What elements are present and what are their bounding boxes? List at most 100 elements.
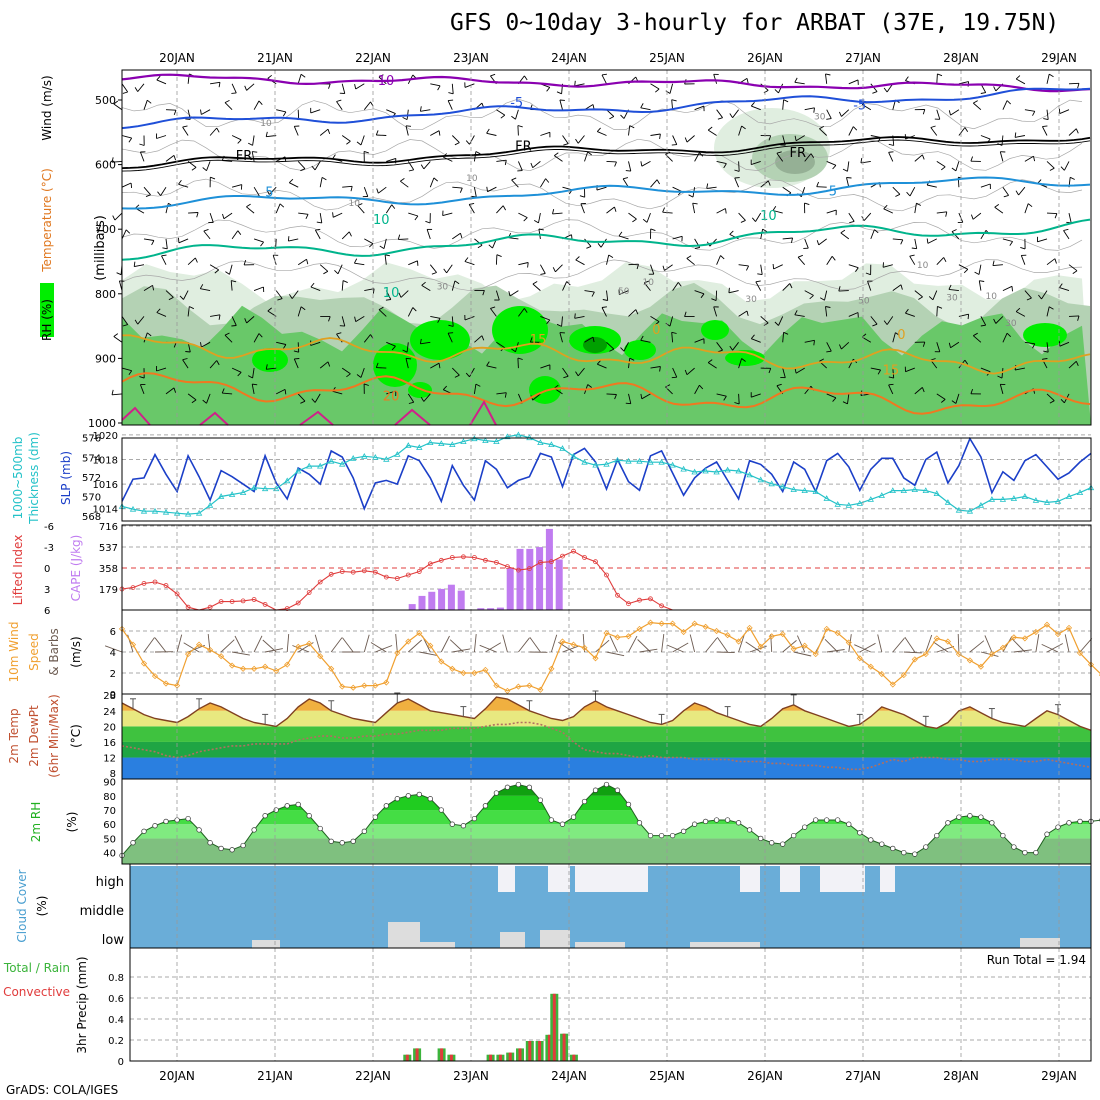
wind-barb-flag (872, 323, 878, 327)
slp-line (121, 436, 1092, 511)
low-cloud-block (388, 922, 420, 948)
temperature-contour-label: 5 (829, 185, 837, 200)
wind-barb (310, 109, 321, 114)
wind-barb-flag (948, 110, 951, 116)
wind-barb (1046, 258, 1056, 266)
wind-barb (407, 393, 415, 403)
wind-speed-point (151, 673, 159, 680)
wind-barb-flag (1054, 258, 1057, 264)
wind-barb (1046, 393, 1055, 402)
wind-barb-flag (745, 265, 750, 271)
thickness-point (250, 484, 258, 491)
lifted-index-point (141, 581, 147, 586)
wind-barb (936, 211, 947, 214)
wind-barb (464, 83, 475, 88)
temp-contour-freezing-2 (121, 139, 1091, 172)
wind-barb (628, 161, 632, 172)
lifted-index-point (416, 569, 422, 574)
wind-speed-point (933, 635, 940, 642)
pressure-tick-label: 800 (95, 288, 116, 301)
wind-speed-point (1065, 624, 1073, 631)
wind-barb-flag (545, 178, 550, 183)
precip-convective-bar (552, 993, 556, 1061)
surface-wind-barb (485, 642, 502, 653)
wind-speed-point (526, 682, 533, 689)
wind-speed-point (977, 663, 984, 670)
wind-axis-label: 10m Wind (7, 622, 21, 683)
wind-barb-flag (620, 347, 625, 352)
wind-barb (517, 125, 519, 136)
wind-speed-point (702, 623, 709, 630)
wind-barb (378, 186, 387, 194)
wind-barb-flag (1075, 128, 1079, 134)
wind-barb-flag (813, 340, 815, 346)
wind-barb (429, 264, 437, 273)
rh-point (791, 832, 797, 839)
wind-barb-flag (139, 376, 145, 379)
temperature-contour-label: FR (790, 146, 807, 161)
wind-barb (867, 280, 872, 291)
wind-barb-flag (375, 130, 379, 136)
wind-barb-flag (832, 165, 837, 170)
surface-wind-barb (716, 651, 735, 654)
lifted-tick-label: 3 (44, 585, 50, 596)
wind-barb (314, 393, 321, 403)
wind-barb (182, 126, 189, 136)
wind-barb-flag (350, 186, 353, 192)
wind-barb-flag (906, 191, 911, 197)
wind-barb-flag (592, 337, 595, 343)
precip-tick-label: 0 (118, 1057, 124, 1068)
lifted-index-point (328, 571, 334, 577)
lifted-index-point (549, 559, 554, 565)
wind-barb-flag (556, 323, 562, 327)
wind-barb (1015, 367, 1025, 371)
temp-color-band (122, 757, 1091, 779)
wind-barb (451, 83, 454, 94)
wind-barb-flag (433, 177, 438, 182)
wind-barb-flag (237, 230, 242, 235)
wind-barb-flag (783, 331, 789, 335)
wind-barb-flag (751, 217, 756, 222)
wind-barb (114, 212, 123, 221)
wind-barb (206, 161, 211, 171)
wind-barb-flag (819, 297, 825, 301)
high-cloud-block (575, 866, 648, 892)
wind-barb-flag (538, 228, 544, 231)
wind-barb (113, 103, 123, 111)
rh-legend-swatch (40, 283, 54, 337)
wind-barb-flag (379, 245, 385, 249)
wind-barb (430, 315, 441, 319)
wind-barb (1046, 161, 1055, 169)
rh-tick-label: 90 (103, 778, 116, 789)
wind-barb (577, 135, 585, 144)
wind-barb-flag (888, 376, 894, 379)
dewpoint-axis-label: 2m DewPt (27, 705, 41, 767)
surface-wind-barb (738, 634, 745, 653)
wind-barb (958, 81, 969, 85)
wind-speed-point (823, 625, 830, 632)
wind-barb-flag (922, 341, 926, 347)
rh-point (460, 823, 467, 829)
wind-barb (672, 235, 683, 240)
wind-barb (738, 393, 740, 404)
wind-barb (826, 109, 832, 119)
wind-barb-flag (900, 239, 904, 245)
wind-barb (562, 135, 569, 144)
rh-point (923, 844, 929, 850)
wind-barb (883, 208, 893, 214)
wind-barb (405, 125, 409, 136)
wind-barb-flag (895, 332, 900, 336)
rh-point (1044, 831, 1050, 837)
wind-barb (772, 210, 783, 214)
wind-barb-flag (200, 342, 202, 348)
wind-barb (319, 264, 329, 272)
rh-point (130, 840, 136, 846)
wind-barb-flag (231, 280, 237, 283)
wind-barb (201, 109, 211, 115)
wind-barb-flag (113, 100, 119, 105)
wind-barb-flag (816, 240, 820, 246)
wind-barb-flag (454, 280, 460, 285)
wind-barb (291, 290, 299, 299)
wind-speed-point (416, 630, 423, 637)
wind-barb (421, 285, 431, 291)
